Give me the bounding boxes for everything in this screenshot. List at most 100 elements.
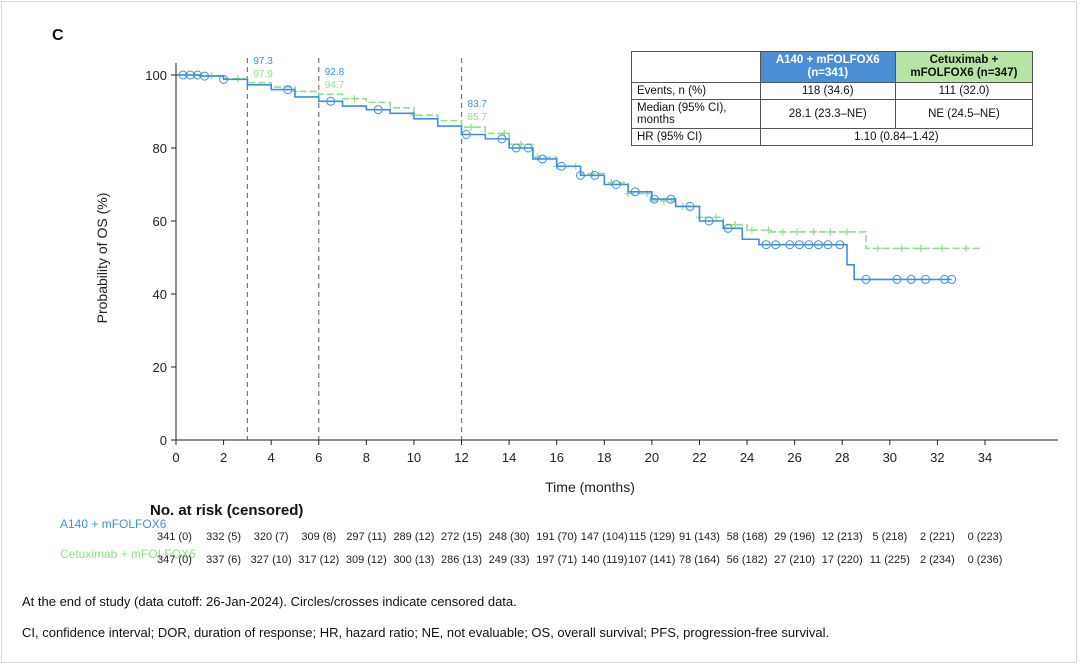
risk-cell: 56 (182) [726, 554, 768, 566]
censor-mark-a140 [511, 143, 521, 153]
x-tick-label: 12 [454, 450, 468, 465]
risk-cell: 197 (71) [536, 554, 578, 566]
summary-value-arm-a: 118 (34.6) [759, 82, 896, 100]
y-tick-label: 80 [153, 141, 167, 156]
censor-mark-a140 [200, 71, 210, 81]
summary-row-median: Median (95% CI), months 28.1 (23.3–NE) N… [631, 99, 1034, 129]
x-tick-label: 32 [930, 450, 944, 465]
survival-curve-a140 [176, 74, 952, 281]
censor-mark-a140 [461, 129, 471, 139]
risk-cell: 286 (13) [441, 554, 483, 566]
risk-cell: 147 (104) [580, 531, 628, 543]
x-tick-label: 24 [740, 450, 754, 465]
risk-cell: 341 (0) [157, 531, 192, 543]
risk-cell: 115 (129) [628, 531, 676, 543]
x-tick-label: 34 [978, 450, 992, 465]
risk-cell: 17 (220) [821, 554, 863, 566]
censor-mark-a140 [785, 240, 795, 250]
y-tick-label: 60 [153, 214, 167, 229]
censor-mark-cetuximab [826, 228, 834, 236]
risk-cell: 289 (12) [393, 531, 435, 543]
x-tick-label: 26 [787, 450, 801, 465]
censor-mark-a140 [326, 96, 336, 106]
x-tick-label: 10 [407, 450, 421, 465]
censor-mark-a140 [649, 194, 659, 204]
panel-label: C [52, 27, 64, 44]
risk-cell: 327 (10) [250, 554, 292, 566]
censor-mark-a140 [283, 85, 293, 95]
x-tick-label: 14 [502, 450, 516, 465]
y-tick-label: 0 [160, 433, 167, 448]
risk-cell: 0 (236) [967, 554, 1003, 566]
censor-mark-a140 [794, 240, 804, 250]
landmark-label-cetuximab: 85.7 [468, 112, 488, 123]
landmark-annotations: 97.3 97.9 92.8 94.7 83.7 85.7 [253, 56, 487, 123]
censor-mark-a140 [192, 70, 202, 80]
censor-mark-cetuximab [874, 244, 882, 252]
summary-table: A140 + mFOLFOX6 (n=341) Cetuximab + mFOL… [631, 51, 1034, 146]
summary-value-arm-b: NE (24.5–NE) [894, 99, 1034, 129]
x-tick-label: 28 [835, 450, 849, 465]
censor-mark-cetuximab [764, 226, 772, 234]
censor-mark-cetuximab [962, 244, 970, 252]
censor-mark-a140 [771, 240, 781, 250]
risk-cell: 297 (11) [346, 531, 387, 543]
censor-mark-a140 [611, 180, 621, 189]
y-tick-label: 100 [145, 68, 167, 83]
censor-mark-a140 [685, 201, 695, 211]
km-chart: 0 2 4 6 8 10 12 14 16 18 20 22 24 26 28 30 32 34020406080… [94, 56, 1058, 495]
censor-mark-cetuximab [898, 244, 906, 252]
summary-header-blank [631, 51, 761, 83]
censor-mark-a140 [590, 170, 600, 180]
risk-cell: 320 (7) [253, 531, 289, 543]
censor-mark-a140 [761, 240, 771, 250]
censor-mark-a140 [219, 74, 229, 84]
censor-mark-a140 [723, 223, 733, 233]
risk-cell: 191 (70) [536, 531, 578, 543]
landmark-label-cetuximab: 94.7 [325, 80, 345, 91]
summary-label: Events, n (%) [631, 82, 761, 100]
risk-cell: 337 (6) [206, 554, 242, 566]
landmark-label-cetuximab: 97.9 [253, 69, 273, 80]
censor-mark-cetuximab [712, 213, 720, 221]
risk-arm-label-a: A140 + mFOLFOX6 [60, 517, 167, 531]
censor-mark-a140 [906, 274, 916, 284]
risk-cell: 58 (168) [726, 531, 768, 543]
risk-cell: 27 (210) [774, 554, 816, 566]
risk-cell: 0 (223) [967, 531, 1003, 543]
censor-mark-cetuximab [917, 244, 925, 252]
risk-cell: 347 (0) [157, 554, 192, 566]
censor-mark-cetuximab [467, 123, 475, 131]
risk-cell: 300 (13) [393, 554, 435, 566]
censor-mark-a140 [940, 274, 950, 284]
censor-mark-a140 [497, 134, 507, 144]
censor-mark-a140 [823, 240, 833, 250]
risk-cell: 29 (196) [774, 531, 816, 543]
risk-cell: 332 (5) [206, 531, 242, 543]
risk-cell: 309 (12) [345, 554, 387, 566]
summary-value-arm-a: 28.1 (23.3–NE) [759, 99, 896, 129]
censor-mark-cetuximab [350, 95, 358, 103]
risk-cell: 248 (30) [488, 531, 530, 543]
risk-cell: 272 (15) [441, 531, 483, 543]
censor-mark-a140 [523, 143, 533, 153]
footnote-abbreviations: CI, confidence interval; DOR, duration o… [22, 625, 830, 640]
landmark-label-a140: 97.3 [253, 56, 273, 67]
risk-cell: 249 (33) [488, 554, 530, 566]
censor-mark-a140 [576, 170, 585, 180]
y-axis-title: Probability of OS (%) [94, 193, 110, 324]
summary-header-arm-b: Cetuximab + mFOLFOX6 (n=347) [894, 51, 1034, 83]
censor-mark-a140 [185, 70, 195, 80]
x-tick-label: 4 [268, 450, 275, 465]
censor-mark-a140 [556, 161, 566, 171]
censor-mark-a140 [630, 187, 640, 197]
censor-mark-cetuximab [843, 228, 851, 236]
risk-cell: 140 (119) [581, 554, 628, 566]
censor-mark-a140 [921, 274, 931, 284]
censor-mark-a140 [704, 216, 714, 226]
survival-curves [176, 70, 981, 284]
footnote-cutoff: At the end of study (data cutoff: 26-Jan… [22, 594, 517, 609]
x-tick-label: 2 [220, 450, 227, 465]
summary-label: Median (95% CI), months [631, 99, 761, 129]
